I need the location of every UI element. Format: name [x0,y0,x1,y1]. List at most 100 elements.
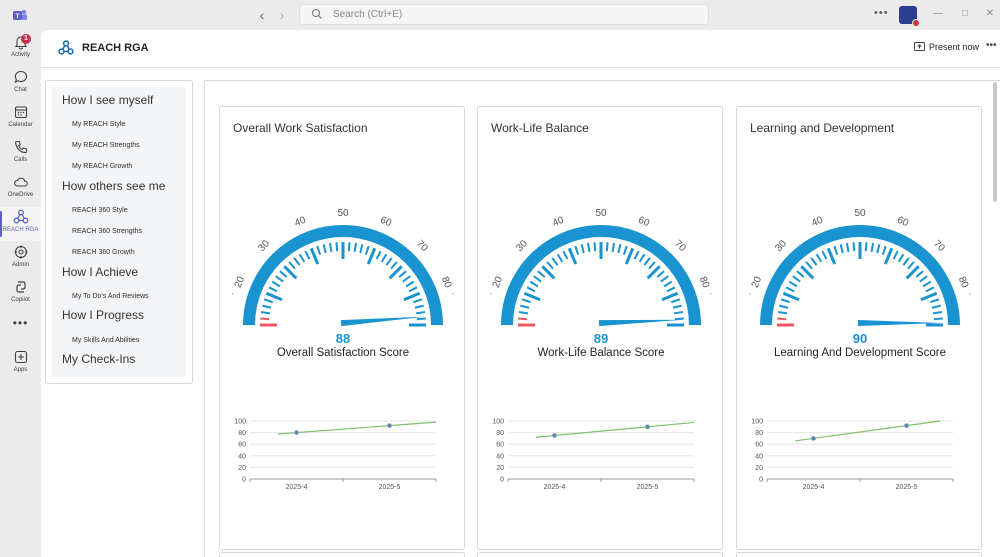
gauge-tick [633,250,640,260]
gauge-tick [556,253,564,263]
y-tick-label: 80 [755,430,763,437]
gauge-tick [930,298,940,304]
more-apps-icon[interactable]: ••• [12,316,29,330]
title-bar: T ‹ › Search (Ctrl+E) ••• — □ ✕ [0,0,1000,30]
gauge-tick [416,317,426,321]
rail-item-copilot[interactable]: Copilot [0,277,41,311]
rail-item-chat[interactable]: Chat [0,67,41,101]
rail-item-calendar[interactable]: Calendar [0,102,41,136]
gauge-label: Learning And Development Score [774,347,946,359]
gauge-end-mark: ˎ [710,286,713,295]
gauge-tick [792,275,801,283]
gauge-tick [403,291,421,302]
present-icon [914,42,925,51]
nav-item-reach-360-strengths[interactable]: REACH 360 Strengths [72,228,143,235]
gauge-tick [810,257,818,266]
activity-badge: 1 [21,34,31,44]
x-tick-label: 2025-5 [637,484,659,491]
more-options-icon[interactable]: ••• [874,7,889,19]
gauge-tick [533,275,542,283]
trend-line [277,421,437,435]
gauge-tick [265,291,283,302]
section-how-others-see-me[interactable]: How others see me [62,179,166,193]
data-point [644,424,651,430]
section-how-i-progress[interactable]: How I Progress [62,308,145,322]
gauge-tick [833,245,839,255]
gauge-tick [521,298,531,304]
rail-item-onedrive[interactable]: OneDrive [0,172,41,206]
y-tick-label: 20 [496,465,504,472]
gauge-needle [598,319,683,327]
section-my-check-ins[interactable]: My Check-Ins [62,352,136,366]
nav-item-my-reach-style[interactable]: My REACH Style [72,121,126,128]
gauge-tick-label: 60 [378,215,393,230]
gauge-tick [316,245,322,255]
gauge-tick [380,253,388,263]
gauge-needle [340,316,425,327]
nav-item-reach-360-growth[interactable]: REACH 360 Growth [72,249,135,256]
gauge-tick [385,257,393,266]
card-title: Overall Work Satisfaction [233,121,368,135]
x-tick-label: 2025-4 [803,484,825,491]
metric-card: Overall Work Satisfaction 20 30 40 50 60 70 80… [219,106,465,550]
gauge-tick [881,245,887,255]
section-how-i-achieve[interactable]: How I Achieve [62,265,139,279]
rail-item-apps[interactable]: Apps [0,347,41,381]
rail-item-reach-rga[interactable]: REACH RGA [0,207,41,241]
gauge-tick [661,291,679,302]
gauge-tick [518,311,529,315]
nav-item-my-reach-growth[interactable]: My REACH Growth [72,163,133,170]
avatar[interactable] [899,6,920,27]
maximize-icon[interactable]: □ [961,8,969,19]
gauge-tick [643,257,651,266]
gauge-tick [919,275,928,283]
gauge-tick [777,311,788,315]
scrollbar[interactable] [993,82,997,202]
gauge-tick [782,291,800,302]
nav-item-reach-360-style[interactable]: REACH 360 Style [72,207,128,214]
gauge-band [760,225,960,325]
gauge-tick-label: 40 [293,215,308,230]
gauge-tick [892,250,899,260]
gauge-tick [915,270,924,278]
y-tick-label: 80 [238,430,246,437]
copilot-icon [15,281,26,293]
present-now-button[interactable]: Present now [914,42,979,52]
gauge-tick [870,242,874,253]
y-tick-label: 60 [755,442,763,449]
gauge-tick [551,257,559,266]
more-options-icon[interactable]: ••• [986,40,997,51]
gauge-tick-label: 40 [810,215,825,230]
gauge-tick [905,265,920,280]
gauge-tick [800,265,815,280]
nav-item-my-todos-and-reviews[interactable]: My To Do's And Reviews [72,293,149,300]
back-arrow-icon[interactable]: ‹ [259,7,265,23]
gauge-tick [883,247,894,265]
gauge-tick [605,242,609,252]
gauge-tick [593,242,597,252]
search-input[interactable]: Search (Ctrl+E) [299,4,709,25]
rail-item-calls[interactable]: Calls [0,137,41,171]
gauge-tick [852,242,856,252]
gauge-end-mark: ˎ [749,286,752,295]
minimize-icon[interactable]: — [933,8,943,19]
gauge-tick [304,250,311,260]
rail-item-activity[interactable]: 1 Activity [0,32,41,66]
gauge-tick [587,242,591,253]
nav-item-my-reach-strengths[interactable]: My REACH Strengths [72,142,140,149]
close-icon[interactable]: ✕ [985,8,995,19]
y-tick-label: 0 [759,477,763,484]
gauge-tick [932,311,943,315]
rail-item-admin[interactable]: Admin [0,242,41,276]
gauge-tick [796,270,805,278]
gauge-tick [646,265,661,280]
rail-label: OneDrive [7,192,34,198]
trend-line [535,421,695,438]
gauge-tick-label: 50 [854,208,866,219]
nav-item-my-skills-and-abilities[interactable]: My Skills And Abilities [72,337,140,344]
section-how-i-see-myself[interactable]: How I see myself [62,93,154,107]
gauge-tick [580,244,585,254]
forward-arrow-icon[interactable]: › [279,7,285,23]
